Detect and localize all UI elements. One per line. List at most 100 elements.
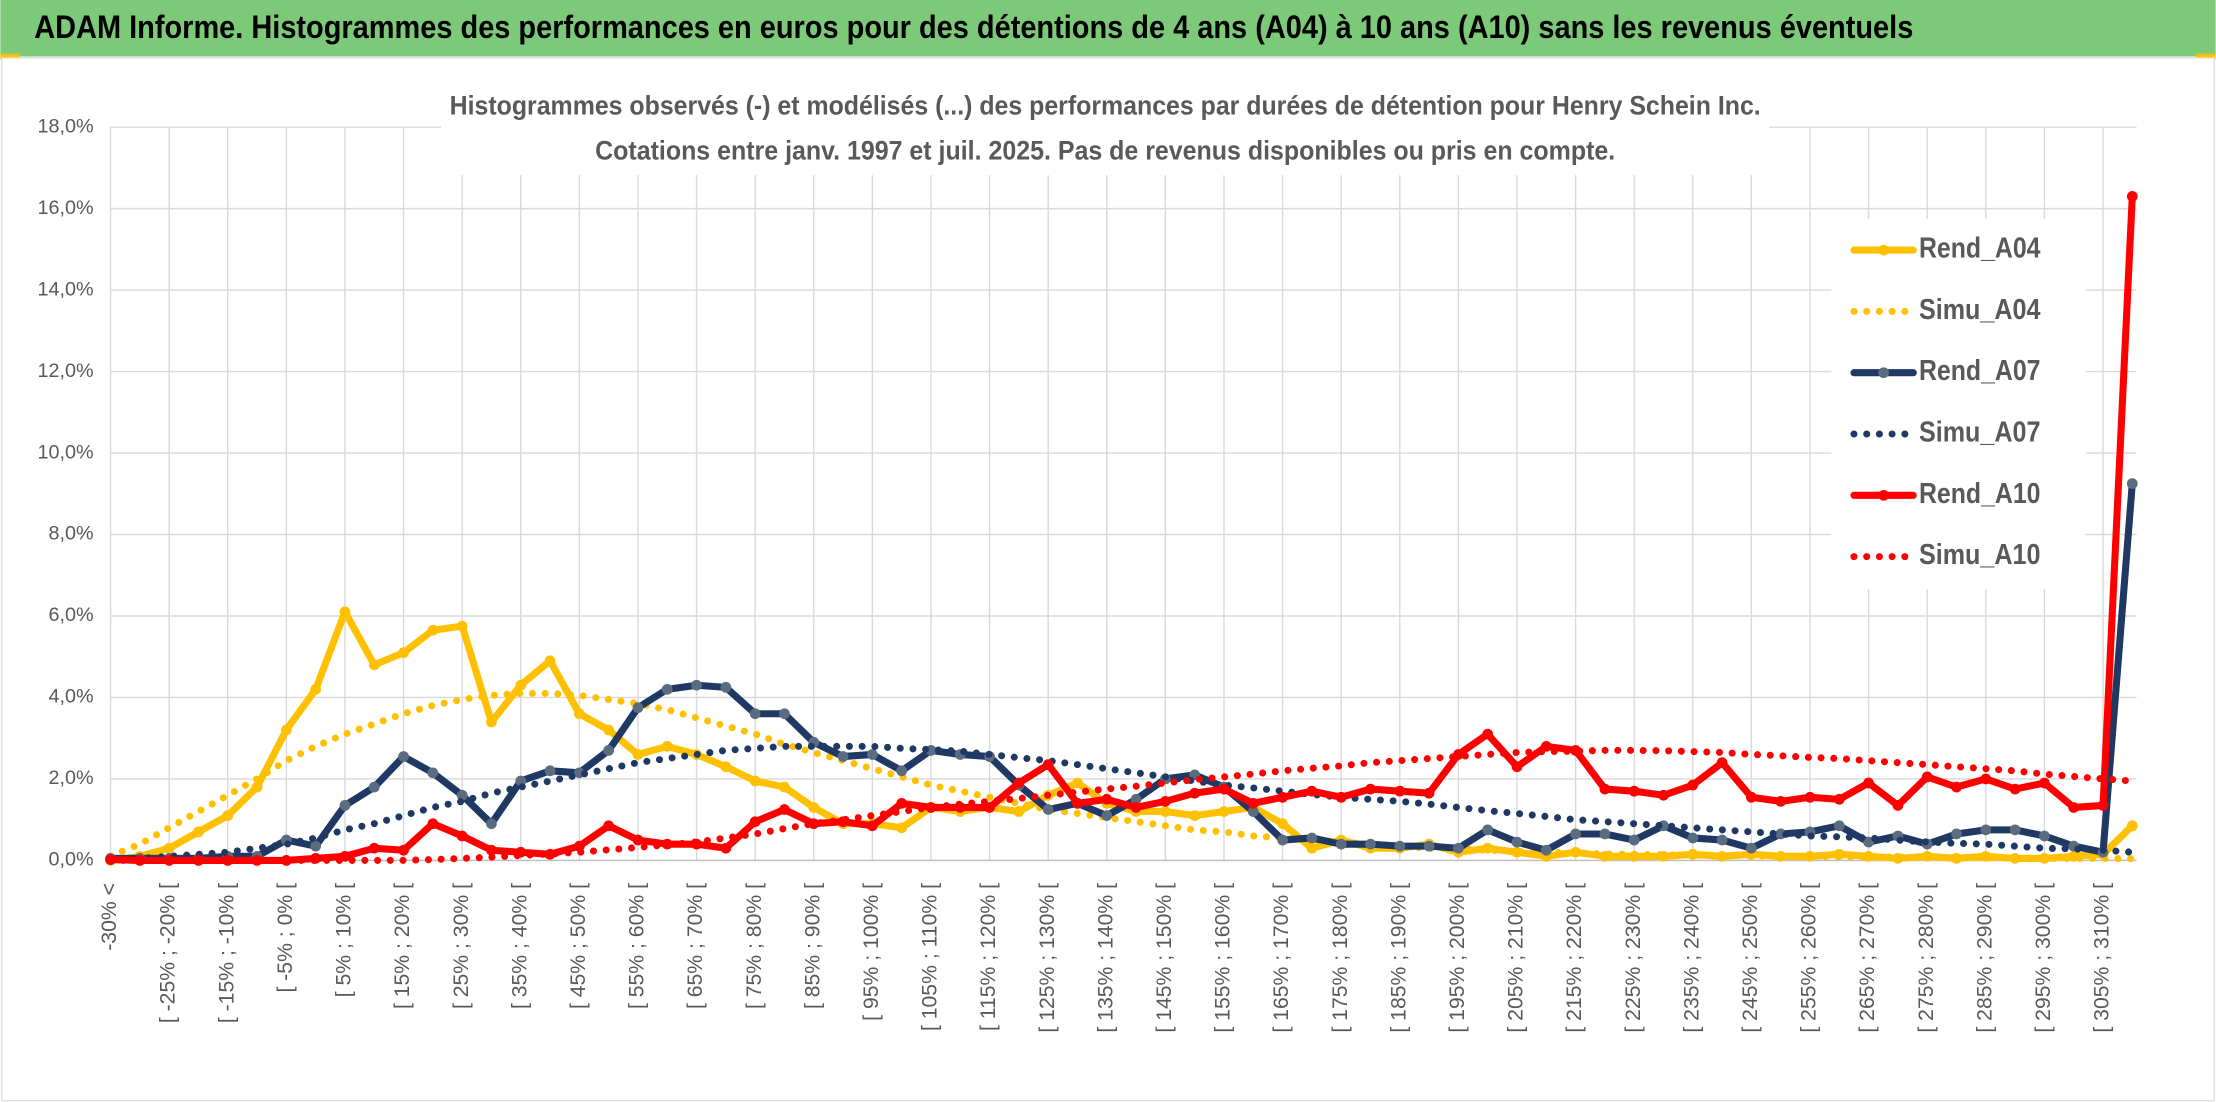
marker (163, 842, 175, 854)
marker (1101, 810, 1113, 821)
marker (1863, 836, 1874, 848)
marker (866, 749, 878, 760)
marker (1775, 850, 1787, 862)
marker (632, 749, 644, 760)
x-tick-label: [ 105% ; 110% [ (919, 883, 942, 1031)
header-bar (0, 0, 2216, 57)
marker (1160, 806, 1171, 817)
x-tick-label: [ 85% ; 90% [ (801, 883, 824, 1009)
marker (691, 679, 702, 691)
x-tick-label: [ 265% ; 270% [ (1856, 883, 1879, 1033)
marker (1540, 844, 1552, 856)
marker (1189, 810, 1201, 821)
y-tick-label: 16,0% (38, 197, 94, 219)
x-tick-label: [ 5% ; 10% [ (333, 883, 356, 997)
marker (1160, 795, 1171, 807)
title-bg (441, 84, 1770, 176)
marker (310, 683, 322, 695)
marker (720, 842, 732, 854)
marker (603, 820, 615, 832)
marker (1042, 759, 1054, 771)
marker (720, 761, 732, 773)
marker (1306, 785, 1318, 797)
x-tick-label: [ -25% ; -20% [ (157, 883, 180, 1023)
legend-label: Simu_A10 (1919, 538, 2041, 570)
marker (427, 624, 439, 636)
x-tick-label: [ 165% ; 170% [ (1270, 883, 1293, 1033)
marker (251, 855, 263, 866)
marker (1189, 787, 1201, 799)
marker (544, 765, 556, 777)
marker (1482, 824, 1494, 836)
model-line (107, 742, 2136, 864)
x-tick-label: [ 175% ; 180% [ (1329, 883, 1352, 1033)
x-tick-label: [ 195% ; 200% [ (1446, 883, 1469, 1033)
y-tick-label: 4,0% (49, 686, 94, 708)
marker (280, 724, 292, 736)
marker (1335, 838, 1347, 850)
marker (1746, 791, 1757, 803)
marker (632, 702, 644, 714)
marker (984, 802, 995, 813)
marker (1980, 773, 1992, 785)
y-tick-label: 0,0% (49, 849, 94, 871)
corner (2195, 53, 2216, 60)
marker (1951, 828, 1962, 840)
marker (866, 820, 878, 832)
marker (1277, 791, 1288, 803)
marker (1394, 840, 1406, 852)
marker (2126, 478, 2138, 489)
x-tick-label: [ -5% ; 0% [ (274, 883, 297, 993)
marker (544, 655, 556, 667)
x-tick-label: [ 275% ; 280% [ (1915, 883, 1938, 1033)
marker (427, 767, 439, 779)
marker (1716, 757, 1728, 769)
marker (603, 745, 615, 756)
marker (1687, 832, 1699, 844)
marker (456, 789, 468, 801)
marker (368, 842, 380, 854)
marker (339, 606, 351, 618)
marker (661, 740, 673, 752)
marker (1247, 798, 1259, 809)
y-tick-label: 2,0% (49, 767, 94, 789)
marker (1013, 806, 1025, 817)
marker (603, 724, 615, 736)
marker (456, 620, 468, 632)
marker (1658, 789, 1669, 801)
marker (339, 800, 351, 811)
marker (1833, 793, 1845, 805)
x-tick-label: [ 185% ; 190% [ (1387, 883, 1410, 1033)
marker (1218, 806, 1230, 817)
model-line (107, 746, 2136, 864)
marker (1306, 842, 1318, 854)
marker (2039, 777, 2050, 789)
corner (0, 53, 21, 60)
x-tick-label: [ 115% ; 120% [ (977, 883, 1000, 1031)
marker (779, 781, 790, 793)
marker (779, 804, 790, 815)
marker (2126, 820, 2138, 832)
marker (1335, 791, 1347, 803)
marker (1746, 842, 1757, 854)
marker (1511, 836, 1523, 848)
marker (1511, 761, 1523, 773)
marker (1306, 832, 1318, 844)
marker (1716, 834, 1728, 846)
marker (1247, 806, 1259, 817)
x-tick-label: [ 305% ; 310% [ (2091, 883, 2114, 1033)
legend-label: Rend_A04 (1919, 232, 2041, 264)
y-tick-label: 18,0% (38, 115, 94, 137)
marker (1072, 798, 1083, 809)
marker (808, 802, 820, 813)
x-tick-label: [ 245% ; 250% [ (1739, 883, 1762, 1033)
marker (1570, 828, 1581, 840)
marker (896, 822, 908, 834)
marker (837, 751, 849, 762)
marker (1218, 783, 1230, 795)
marker (1980, 824, 1992, 836)
legend-marker (1878, 244, 1890, 256)
marker (808, 818, 820, 830)
y-tick-label: 6,0% (49, 604, 94, 626)
chart-subtitle: Cotations entre janv. 1997 et juil. 2025… (595, 136, 1615, 166)
